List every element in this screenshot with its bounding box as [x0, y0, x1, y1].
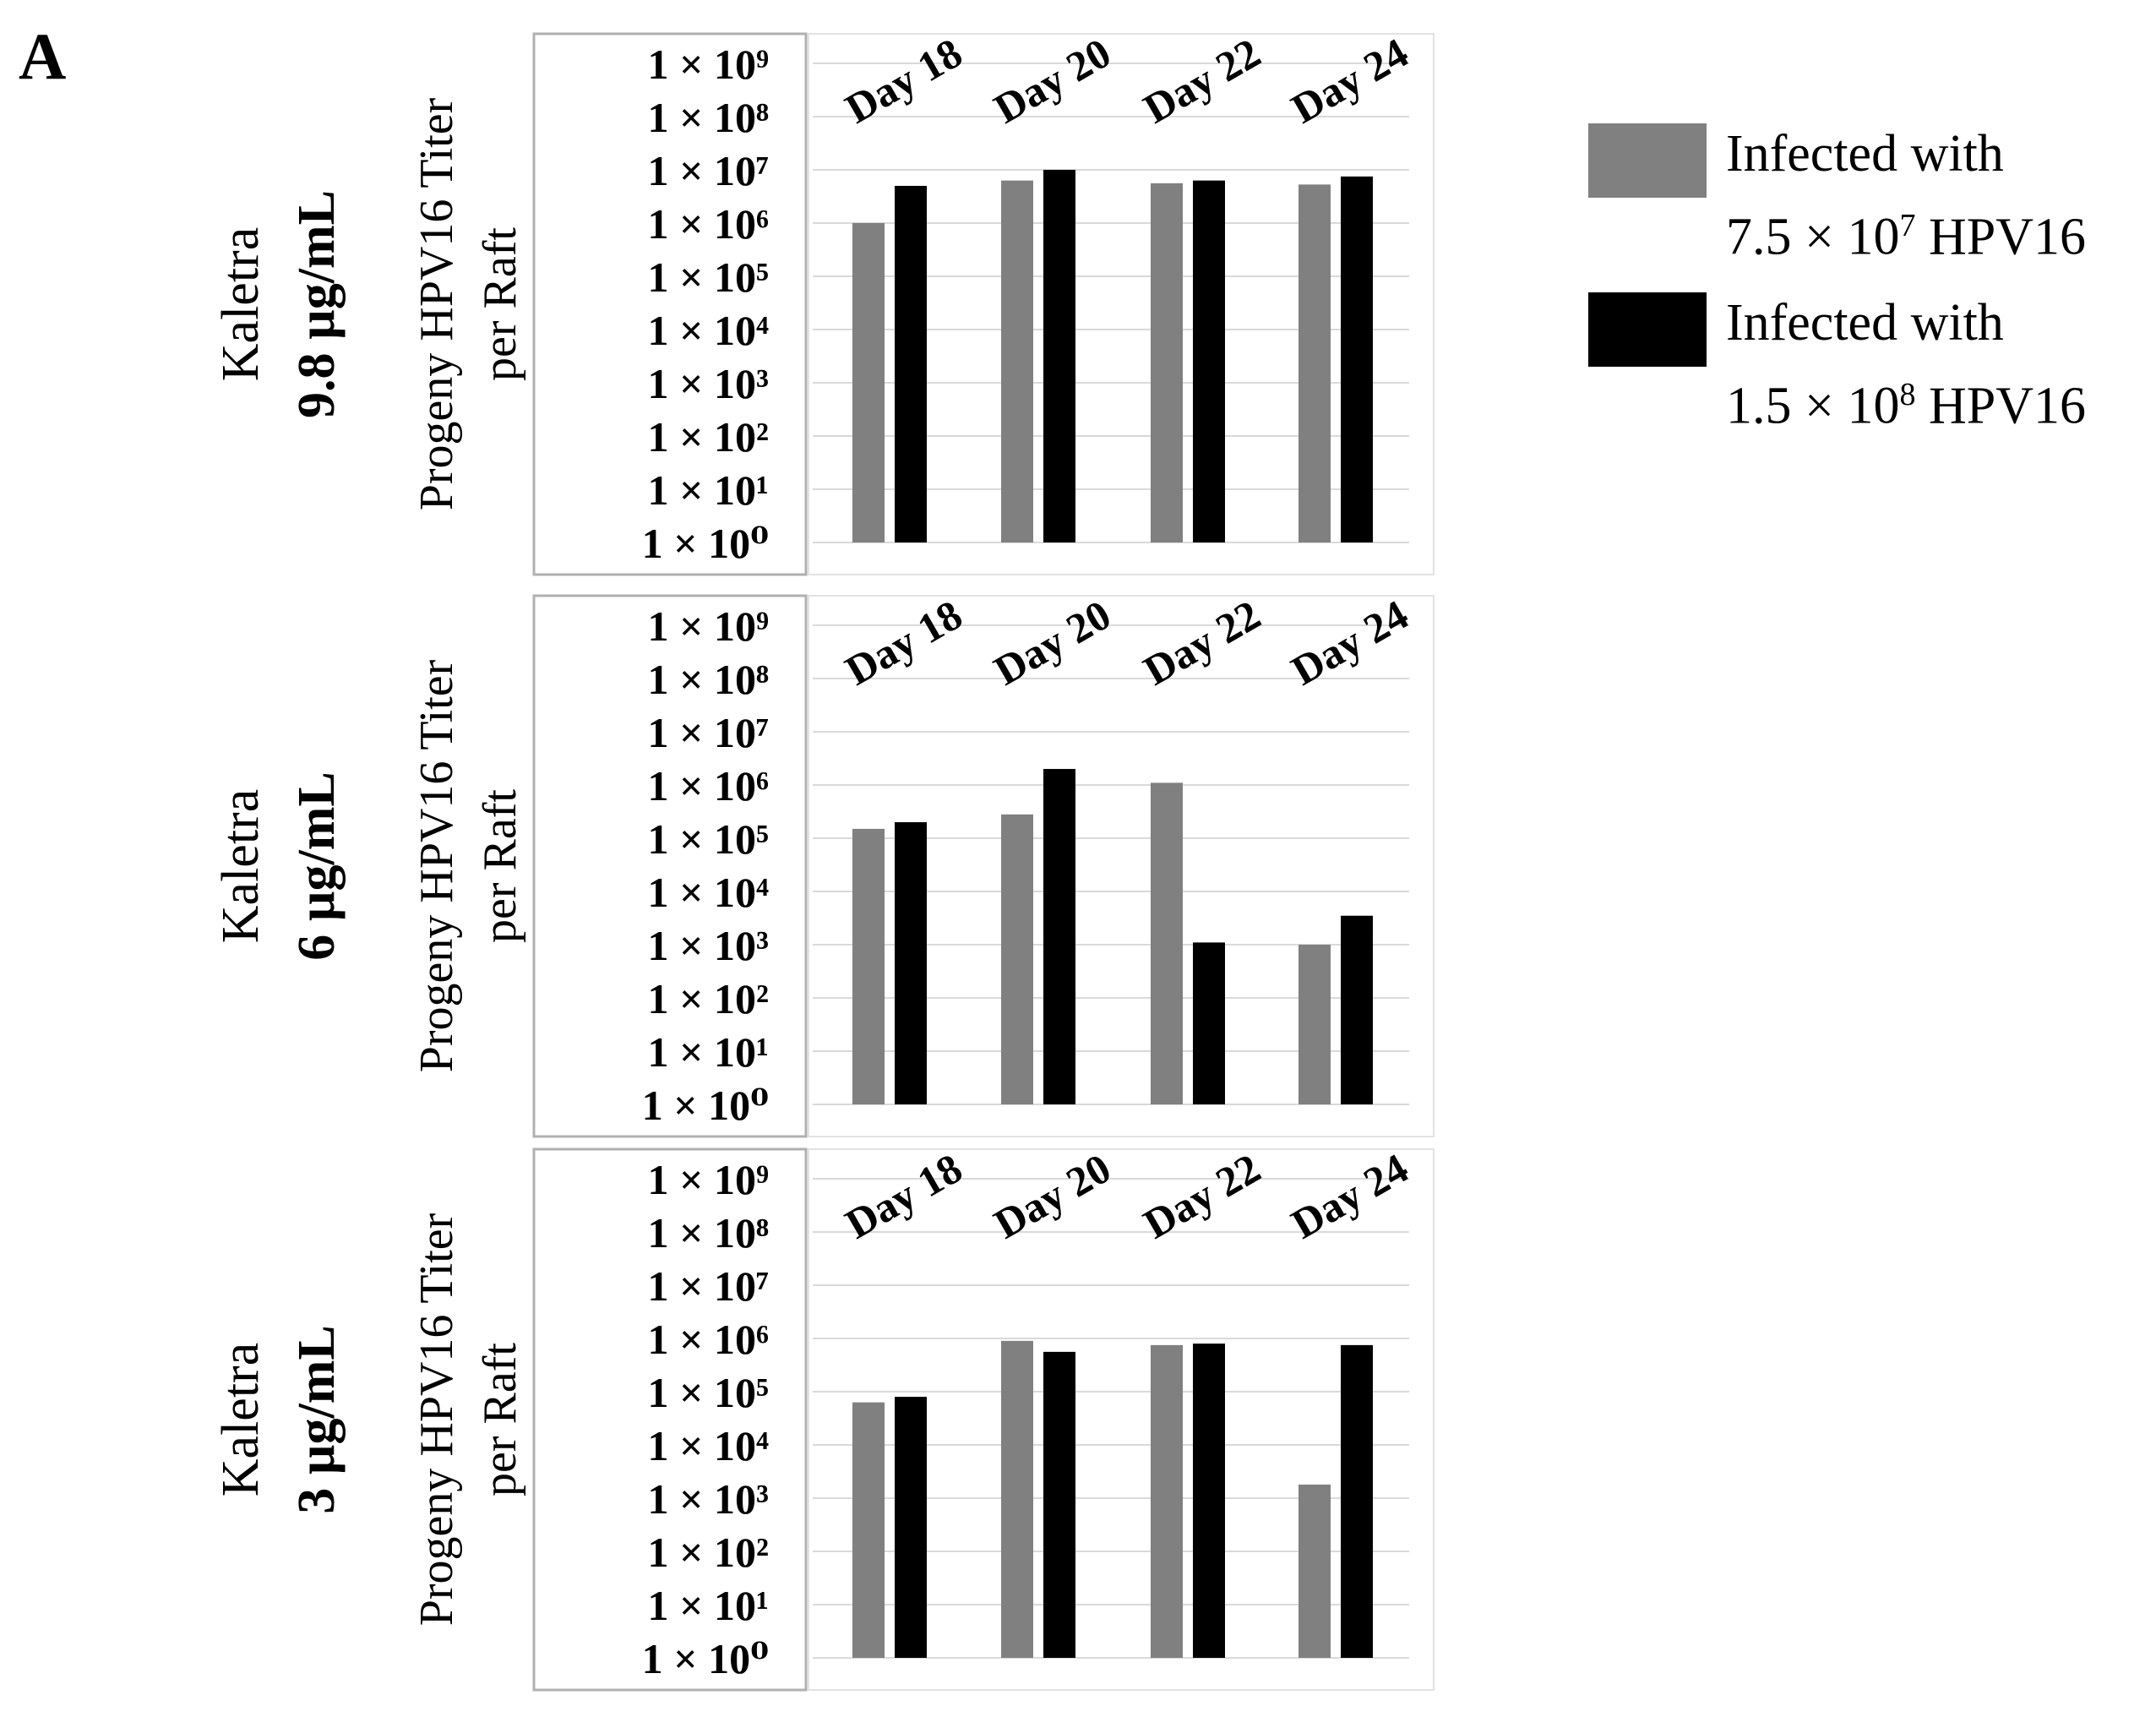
- legend-exponent: 8: [1899, 377, 1916, 412]
- legend-line1: Infected with: [1726, 294, 2004, 352]
- panel-letter: A: [19, 19, 67, 93]
- legend-line1: Infected with: [1726, 125, 2004, 183]
- y-tick-label: 1 × 10⁵: [648, 253, 769, 301]
- bar-series-1: [1001, 180, 1033, 542]
- y-tick-label: 1 × 10⁷: [648, 709, 769, 756]
- panel-title: Kaletra: [212, 789, 270, 943]
- plot-area-frame: [808, 595, 1435, 1137]
- bar-series-2: [895, 822, 927, 1104]
- y-axis-label-line2: per Raft: [474, 1343, 526, 1496]
- legend-swatch-gray: [1588, 123, 1707, 198]
- plot-area-frame: [808, 33, 1435, 575]
- y-tick-label: 1 × 10²: [648, 975, 769, 1022]
- legend-swatch-black: [1588, 292, 1707, 367]
- y-tick-label: 1 × 10⁶: [648, 200, 769, 248]
- y-tick-label: 1 × 10⁹: [648, 1156, 769, 1203]
- legend-item-series-1: Infected with 7.5 × 107 HPV16: [1588, 118, 2146, 287]
- y-tick-label: 1 × 10⁶: [648, 1316, 769, 1363]
- panel-title: Kaletra: [212, 1343, 270, 1496]
- y-tick-label: 1 × 10⁸: [648, 656, 769, 703]
- bar-series-2: [1043, 170, 1075, 542]
- y-axis-label: Progeny HPV16 Titer: [411, 659, 463, 1072]
- tick-label-box: [532, 1147, 808, 1692]
- bar-series-2: [1043, 769, 1075, 1104]
- legend-exponent: 7: [1899, 208, 1916, 243]
- y-tick-label: 1 × 10³: [648, 922, 769, 969]
- panel-subtitle: 3 µg/mL: [288, 1325, 346, 1513]
- y-axis-label-line2: per Raft: [474, 227, 526, 381]
- bar-series-1: [1151, 1344, 1183, 1658]
- legend: Infected with 7.5 × 107 HPV16 Infected w…: [1588, 118, 2146, 456]
- y-tick-label: 1 × 10⁹: [648, 41, 769, 88]
- bar-series-1: [1001, 814, 1033, 1104]
- y-tick-label: 1 × 10⁸: [648, 1209, 769, 1256]
- bar-series-1: [1151, 183, 1183, 543]
- y-tick-label: 1 × 10²: [648, 413, 769, 461]
- tick-label-box: [532, 32, 808, 576]
- bar-series-1: [1001, 1340, 1033, 1658]
- y-axis-label-line2: per Raft: [474, 789, 526, 943]
- y-axis-label: Progeny HPV16 Titer: [411, 97, 463, 510]
- legend-prefix: 1.5 × 10: [1726, 377, 1900, 435]
- y-tick-label: 1 × 10²: [648, 1529, 769, 1576]
- y-tick-label: 1 × 10⁷: [648, 147, 769, 194]
- legend-suffix: HPV16: [1915, 208, 2086, 266]
- legend-text: Infected with 1.5 × 108 HPV16: [1726, 287, 2086, 443]
- bar-series-1: [852, 223, 885, 542]
- y-tick-label: 1 × 10⁸: [648, 94, 769, 141]
- y-tick-label: 1 × 10⁰: [642, 520, 769, 567]
- bar-series-1: [852, 1402, 885, 1658]
- chart-panel-2: 1 × 10⁰ 1 × 10¹ 1 × 10² 1 × 10³ 1 × 10⁴ 1 × 1…: [212, 591, 1435, 1138]
- y-axis-label: Progeny HPV16 Titer: [411, 1213, 463, 1626]
- bar-series-2: [1193, 942, 1225, 1104]
- bar-series-2: [1341, 1344, 1373, 1658]
- bar-series-2: [1043, 1351, 1075, 1658]
- chart-panel-1: 1 × 10⁰ 1 × 10¹ 1 × 10² 1 × 10³ 1 × 10⁴ 1 × 1…: [212, 29, 1435, 576]
- y-tick-label: 1 × 10⁰: [642, 1082, 769, 1129]
- bar-series-2: [1193, 1344, 1225, 1658]
- bar-series-2: [1193, 180, 1225, 542]
- y-tick-label: 1 × 10⁷: [648, 1262, 769, 1310]
- bar-series-2: [1341, 176, 1373, 542]
- plot-area-frame: [808, 1148, 1435, 1691]
- y-tick-label: 1 × 10³: [648, 1475, 769, 1523]
- panel-title: Kaletra: [212, 227, 270, 381]
- bar-series-2: [895, 185, 927, 542]
- bar-series-2: [1341, 915, 1373, 1104]
- chart-panel-3: 1 × 10⁰ 1 × 10¹ 1 × 10² 1 × 10³ 1 × 10⁴ 1 × 1…: [212, 1144, 1435, 1692]
- bar-series-1: [1151, 782, 1183, 1104]
- y-tick-label: 1 × 10⁴: [648, 1422, 769, 1469]
- y-tick-label: 1 × 10⁰: [642, 1635, 769, 1682]
- tick-label-box: [532, 594, 808, 1138]
- y-tick-label: 1 × 10⁶: [648, 762, 769, 809]
- y-tick-label: 1 × 10⁵: [648, 1369, 769, 1416]
- bar-series-2: [895, 1397, 927, 1658]
- y-tick-label: 1 × 10⁴: [648, 307, 769, 354]
- bar-series-1: [1298, 945, 1331, 1104]
- y-tick-label: 1 × 10¹: [648, 466, 769, 514]
- y-tick-label: 1 × 10³: [648, 360, 769, 407]
- bar-series-1: [1298, 1484, 1331, 1658]
- panel-subtitle: 9.8 µg/mL: [288, 190, 346, 418]
- y-tick-label: 1 × 10¹: [648, 1582, 769, 1629]
- legend-text: Infected with 7.5 × 107 HPV16: [1726, 118, 2086, 274]
- panel-subtitle: 6 µg/mL: [288, 771, 346, 960]
- bar-series-1: [852, 828, 885, 1104]
- legend-line2: 1.5 × 108 HPV16: [1726, 359, 2086, 443]
- legend-line2: 7.5 × 107 HPV16: [1726, 190, 2086, 274]
- legend-item-series-2: Infected with 1.5 × 108 HPV16: [1588, 287, 2146, 456]
- y-tick-label: 1 × 10⁹: [648, 602, 769, 650]
- legend-prefix: 7.5 × 10: [1726, 208, 1900, 266]
- legend-suffix: HPV16: [1915, 377, 2086, 435]
- bar-series-1: [1298, 184, 1331, 543]
- y-tick-label: 1 × 10⁵: [648, 815, 769, 863]
- y-tick-label: 1 × 10⁴: [648, 869, 769, 916]
- y-tick-label: 1 × 10¹: [648, 1028, 769, 1076]
